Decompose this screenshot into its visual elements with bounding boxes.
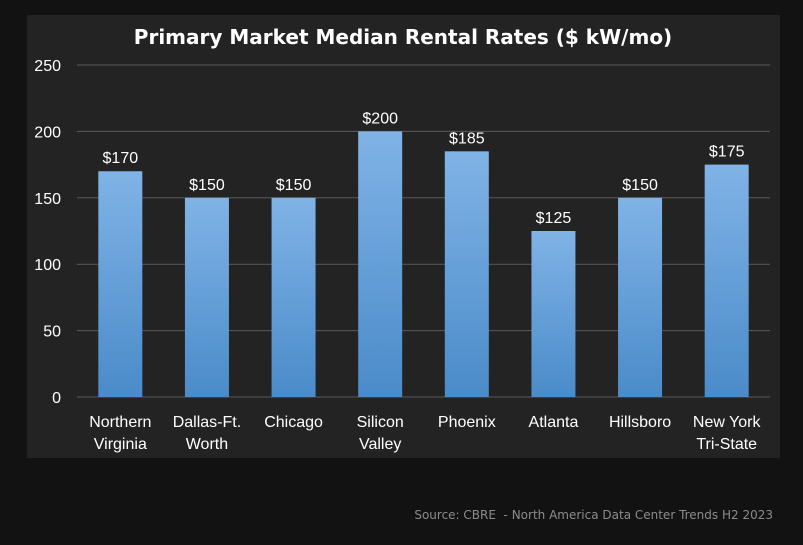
chart-title: Primary Market Median Rental Rates ($ kW… — [134, 25, 672, 49]
y-tick-label: 200 — [34, 124, 61, 141]
y-tick-label: 150 — [34, 191, 61, 208]
data-label: $185 — [449, 130, 485, 147]
data-label: $150 — [189, 177, 225, 194]
bar-3 — [358, 131, 403, 397]
x-tick-label: Hillsboro — [609, 414, 671, 431]
bar-4 — [444, 151, 489, 397]
data-label: $150 — [622, 177, 658, 194]
data-label: $170 — [103, 150, 139, 167]
x-tick-label: Dallas-Ft. Worth — [173, 414, 241, 453]
data-label: $175 — [709, 144, 745, 161]
bar-7 — [704, 164, 749, 397]
y-tick-label: 0 — [52, 390, 61, 407]
bar-2 — [271, 197, 316, 397]
x-tick-label: Silicon Valley — [357, 414, 404, 453]
x-tick-label: Chicago — [264, 414, 323, 431]
bar-5 — [531, 231, 576, 397]
bar-1 — [184, 197, 229, 397]
bar-chart: Primary Market Median Rental Rates ($ kW… — [34, 25, 770, 453]
x-tick-label: Phoenix — [438, 414, 496, 431]
x-tick-label: New York Tri-State — [693, 414, 762, 453]
bar-6 — [618, 197, 663, 397]
source-note: Source: CBRE - North America Data Center… — [414, 508, 773, 522]
x-tick-label: Northern Virginia — [89, 414, 151, 453]
bar-0 — [98, 171, 143, 397]
data-label: $200 — [362, 110, 398, 127]
y-tick-label: 250 — [34, 58, 61, 75]
data-label: $125 — [536, 210, 572, 227]
chart-panel: Primary Market Median Rental Rates ($ kW… — [27, 15, 780, 458]
y-tick-label: 50 — [43, 324, 61, 341]
data-label: $150 — [276, 177, 312, 194]
y-tick-label: 100 — [34, 257, 61, 274]
x-tick-label: Atlanta — [529, 414, 579, 431]
